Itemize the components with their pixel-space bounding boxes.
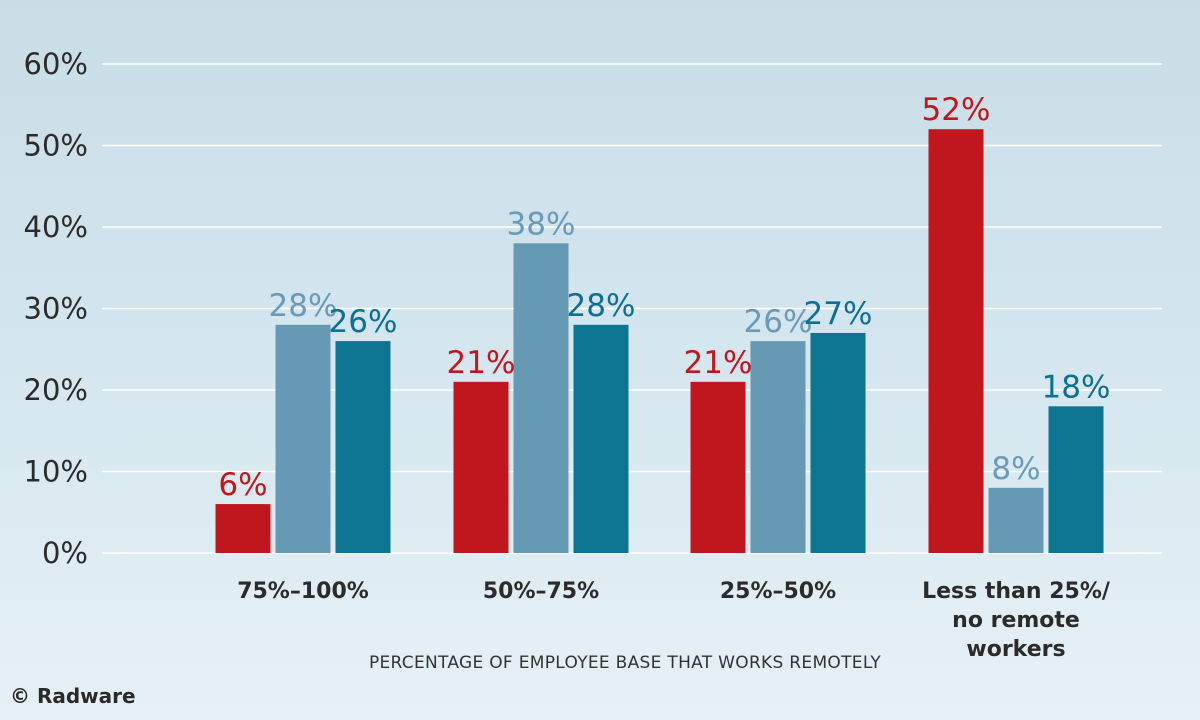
data-label: 27% xyxy=(804,296,873,332)
y-tick-label: 50% xyxy=(24,129,88,163)
copyright-credit: © Radware xyxy=(10,684,136,708)
category-labels: 75%–100% 50%–75% 25%–50% Less than 25%/ no r… xyxy=(237,579,1111,662)
data-label: 26% xyxy=(329,304,398,340)
data-label: 28% xyxy=(567,288,636,324)
y-axis-ticks: 0% 10% 20% 30% 40% 50% 60% xyxy=(24,47,88,570)
bars xyxy=(215,129,1104,554)
y-tick-label: 40% xyxy=(24,210,88,244)
y-tick-label: 0% xyxy=(42,536,88,570)
data-label: 18% xyxy=(1042,369,1111,405)
bar xyxy=(750,341,806,553)
category-label-line: no remote xyxy=(952,608,1080,633)
bar xyxy=(928,129,984,553)
bar xyxy=(690,381,746,553)
category-label-line: 50%–75% xyxy=(483,579,599,604)
data-label: 6% xyxy=(218,467,267,503)
bar xyxy=(573,324,629,553)
bar xyxy=(810,332,866,553)
data-label: 26% xyxy=(744,304,813,340)
y-tick-label: 60% xyxy=(24,47,88,81)
y-tick-label: 20% xyxy=(24,373,88,407)
category-label: 50%–75% xyxy=(483,579,599,604)
bar xyxy=(513,243,569,554)
data-label: 21% xyxy=(684,345,753,381)
category-label: Less than 25%/ no remote workers xyxy=(922,579,1111,662)
bar xyxy=(988,487,1044,553)
data-labels: 6%28%26%21%38%28%21%26%27%52%8%18% xyxy=(218,92,1110,503)
data-label: 38% xyxy=(507,206,576,242)
category-label-line: 75%–100% xyxy=(237,579,369,604)
x-axis-title: PERCENTAGE OF EMPLOYEE BASE THAT WORKS R… xyxy=(369,653,881,673)
y-tick-label: 10% xyxy=(24,455,88,489)
bar xyxy=(275,324,331,553)
category-label: 75%–100% xyxy=(237,579,369,604)
y-tick-label: 30% xyxy=(24,292,88,326)
category-label: 25%–50% xyxy=(720,579,836,604)
data-label: 8% xyxy=(991,451,1040,487)
category-label-line: Less than 25%/ xyxy=(922,579,1111,604)
bar xyxy=(335,341,391,553)
bar xyxy=(453,381,509,553)
category-label-line: workers xyxy=(966,637,1065,662)
category-label-line: 25%–50% xyxy=(720,579,836,604)
data-label: 21% xyxy=(447,345,516,381)
data-label: 52% xyxy=(922,92,991,128)
data-label: 28% xyxy=(269,288,338,324)
bar xyxy=(1048,406,1104,553)
bar xyxy=(215,504,271,553)
